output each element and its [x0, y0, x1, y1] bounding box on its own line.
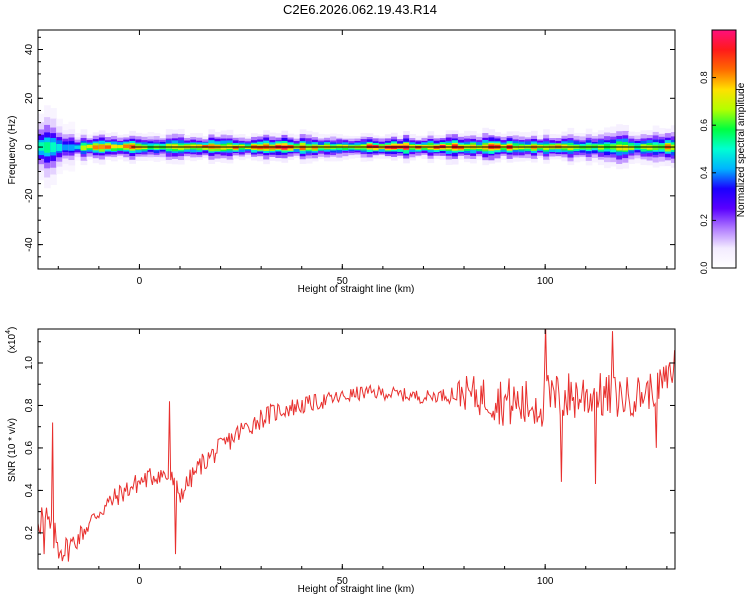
- spectrogram-cell: [238, 144, 246, 149]
- snr-y-tick-label: 0.4: [24, 483, 35, 497]
- snr-y-tick-label: 0.2: [24, 526, 35, 540]
- spectrogram-frame: [37, 29, 676, 270]
- spectrogram-cell: [232, 146, 240, 150]
- spectrogram-cell: [86, 144, 94, 149]
- spectrogram-cell: [56, 144, 63, 152]
- colorbar-tick-label: 0.0: [699, 262, 709, 275]
- spectrogram-cell: [567, 145, 575, 151]
- spectrogram-cell: [202, 145, 210, 148]
- colorbar-scale: [711, 29, 737, 269]
- colorbar-tick-label: 0.4: [699, 167, 709, 180]
- spectrogram-cell: [457, 145, 465, 150]
- spectrogram-cell: [281, 145, 289, 150]
- snr-exponent-power: 4: [5, 330, 12, 334]
- spectrogram-cell: [336, 144, 343, 149]
- snr-plot-area: [38, 329, 675, 569]
- spectrogram-cell: [403, 145, 410, 150]
- spectrogram-ticks: 0 50 100 -40 -20 0 20 40: [24, 30, 675, 287]
- spectrogram-y-axis-label: Frequency (Hz): [7, 116, 18, 185]
- spectrogram-cell: [165, 144, 173, 149]
- spectrogram-cell: [44, 142, 51, 153]
- svg-text:(x104): (x104): [5, 327, 18, 354]
- colorbar-tick-label: 0.8: [699, 71, 709, 84]
- spectrogram-cell: [451, 144, 459, 149]
- spectrogram-cell: [342, 144, 349, 148]
- snr-y-axis-label: SNR (10 * v/v): [7, 418, 18, 482]
- spectrogram-cell: [305, 145, 313, 150]
- spectrogram-cell: [117, 145, 124, 149]
- chart-title: C2E6.2026.062.19.43.R14: [283, 2, 437, 17]
- spectrogram-cell: [38, 142, 45, 151]
- spectrogram-panel: 0 50 100 -40 -20 0 20 40 Height of straight lin…: [7, 29, 676, 295]
- spectrogram-y-tick-label: -40: [24, 237, 35, 252]
- spectrogram-cell: [74, 145, 82, 149]
- snr-ticks: 0 50 100 0.2 0.4 0.6 0.8 1.0: [24, 329, 675, 587]
- spectrogram-cell: [80, 145, 88, 151]
- spectrogram-x-axis-label: Height of straight line (km): [298, 284, 415, 295]
- snr-series-line: [38, 329, 675, 562]
- snr-panel: 0 50 100 0.2 0.4 0.6 0.8 1.0 Height of straight…: [5, 327, 676, 595]
- snr-exponent-label: (x104): [5, 327, 18, 354]
- snr-frame: [37, 328, 676, 570]
- spectrogram-cell: [111, 144, 118, 149]
- spectrogram-cell: [62, 144, 70, 151]
- spectrogram-y-tick-label: 20: [24, 92, 35, 104]
- snr-y-tick-label: 1.0: [24, 356, 35, 370]
- spectrogram-x-tick-label: 0: [137, 276, 143, 287]
- spectrogram-cell: [591, 144, 599, 149]
- snr-x-tick-label: 50: [337, 576, 349, 587]
- colorbar: 0.0 0.2 0.4 0.6 0.8 Normalized spectral ampl…: [699, 29, 747, 274]
- spectrogram-cell: [244, 146, 252, 150]
- colorbar-ticks: 0.0 0.2 0.4 0.6 0.8: [699, 71, 716, 274]
- spectrogram-cell: [512, 145, 520, 150]
- spectrogram-cell: [299, 145, 307, 150]
- spectrogram-cell: [92, 145, 100, 150]
- spectrogram-cell: [50, 142, 57, 153]
- spectrogram-cell: [123, 144, 130, 149]
- spectrogram-cell: [190, 144, 197, 149]
- spectrogram-y-tick-label: 0: [24, 144, 35, 150]
- spectrogram-cell: [220, 145, 228, 150]
- spectrogram-cell: [421, 145, 429, 148]
- spectrogram-cell: [500, 144, 508, 149]
- snr-x-axis-label: Height of straight line (km): [298, 584, 415, 595]
- spectrogram-y-tick-label: -20: [24, 188, 35, 203]
- spectrogram-x-tick-label: 100: [537, 276, 554, 287]
- colorbar-tick-label: 0.6: [699, 119, 709, 132]
- spectrogram-cell: [622, 144, 629, 151]
- spectrogram-cell: [196, 144, 203, 149]
- spectrogram-y-tick-label: 40: [24, 44, 35, 56]
- spectrogram-cell: [628, 145, 636, 150]
- spectrogram-cell: [98, 144, 106, 150]
- snr-x-tick-label: 0: [137, 576, 143, 587]
- spectrogram-cell: [561, 144, 569, 149]
- spectrogram-cell: [104, 145, 112, 149]
- spectrogram-cell: [68, 144, 76, 151]
- spectrogram-cell: [177, 145, 185, 150]
- colorbar-tick-label: 0.2: [699, 214, 709, 227]
- snr-y-tick-label: 0.6: [24, 441, 35, 455]
- colorbar-label: Normalized spectral amplitude: [736, 82, 747, 217]
- spectrogram-cell: [366, 144, 374, 149]
- snr-exponent-close: ): [7, 327, 18, 330]
- spectrogram-cell: [543, 145, 550, 150]
- spectrogram-x-tick-label: 50: [337, 276, 349, 287]
- snr-exponent-base: (x10: [7, 333, 18, 353]
- snr-y-tick-label: 0.8: [24, 398, 35, 412]
- snr-x-tick-label: 100: [537, 576, 554, 587]
